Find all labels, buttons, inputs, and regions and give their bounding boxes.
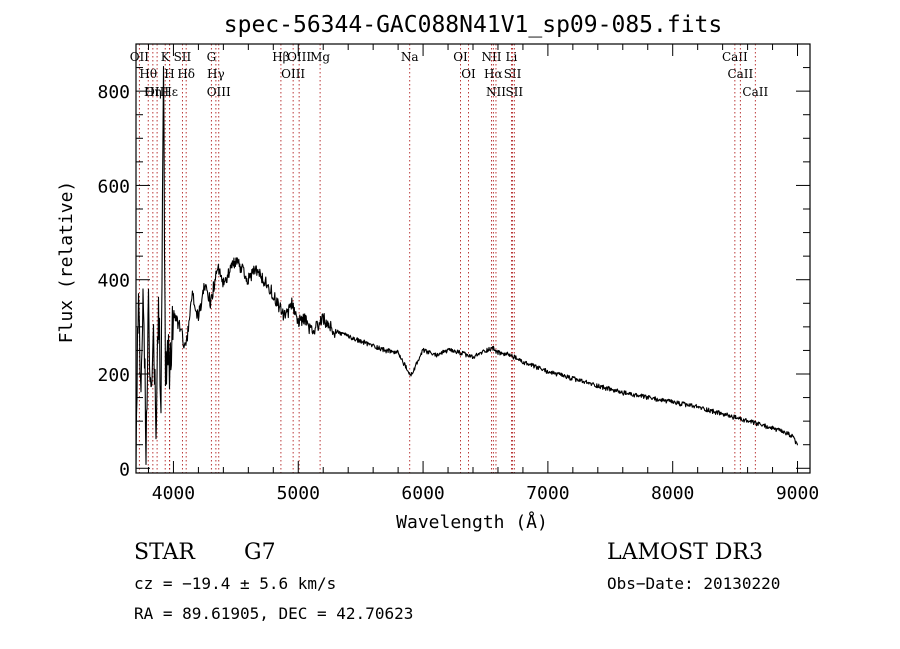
line-marker-label: Na: [401, 50, 419, 64]
line-marker-label: H: [164, 67, 174, 81]
object-subclass: G7: [244, 540, 276, 565]
line-marker-label: SII: [174, 50, 192, 64]
x-tick-label: 7000: [526, 483, 569, 504]
x-tick-label: 8000: [651, 483, 694, 504]
line-marker-label: OI: [461, 67, 476, 81]
spectrum-line: [135, 66, 799, 469]
line-marker-label: CaII: [722, 50, 748, 64]
line-marker-label: CaII: [742, 85, 768, 99]
line-marker-label: Li: [506, 50, 518, 64]
observation-date: Obs−Date: 20130220: [607, 574, 780, 593]
line-marker-label: SII: [504, 67, 522, 81]
line-marker-label: Hε: [161, 85, 178, 99]
chart-title: spec-56344-GAC088N41V1_sp09-085.fits: [224, 12, 723, 38]
line-marker-label: OII: [130, 50, 150, 64]
y-tick-label: 800: [97, 82, 130, 103]
y-axis-ticks: 0 200 400 600 800: [97, 67, 810, 480]
line-marker-label: Hθ: [139, 67, 157, 81]
x-tick-label: 5000: [277, 483, 320, 504]
x-axis-label: Wavelength (Å): [396, 511, 548, 533]
line-marker-label: CaII: [727, 67, 753, 81]
line-marker-label: G: [207, 50, 217, 64]
y-tick-label: 600: [97, 176, 130, 197]
line-marker-label: NII: [486, 85, 506, 99]
line-marker-label: OIII: [281, 67, 305, 81]
y-axis-label: Flux (relative): [56, 181, 77, 344]
x-tick-label: 9000: [776, 483, 819, 504]
line-marker-label: OIII: [207, 85, 231, 99]
line-marker-label: Mg: [310, 50, 330, 64]
line-marker-label: K: [161, 50, 171, 64]
line-marker-label: Hγ: [207, 67, 225, 81]
line-marker-label: Hβ: [272, 50, 289, 64]
x-tick-label: 6000: [401, 483, 444, 504]
line-marker-label: OIII: [287, 50, 311, 64]
x-axis-ticks: 4000 5000 6000 7000 8000 9000: [147, 44, 819, 504]
y-tick-label: 0: [119, 459, 130, 480]
line-marker-label: Hα: [484, 67, 503, 81]
line-marker-label: SII: [505, 85, 523, 99]
line-marker-label: NII: [481, 50, 501, 64]
coordinates-readout: RA = 89.61905, DEC = 42.70623: [134, 604, 413, 623]
x-tick-label: 4000: [152, 483, 195, 504]
line-marker-label: OI: [453, 50, 468, 64]
y-tick-label: 400: [97, 271, 130, 292]
redshift-readout: cz = −19.4 ± 5.6 km/s: [134, 574, 336, 593]
y-tick-label: 200: [97, 365, 130, 386]
line-marker-label: Hδ: [177, 67, 195, 81]
object-class: STAR: [134, 540, 196, 565]
survey-name: LAMOST DR3: [607, 540, 763, 565]
